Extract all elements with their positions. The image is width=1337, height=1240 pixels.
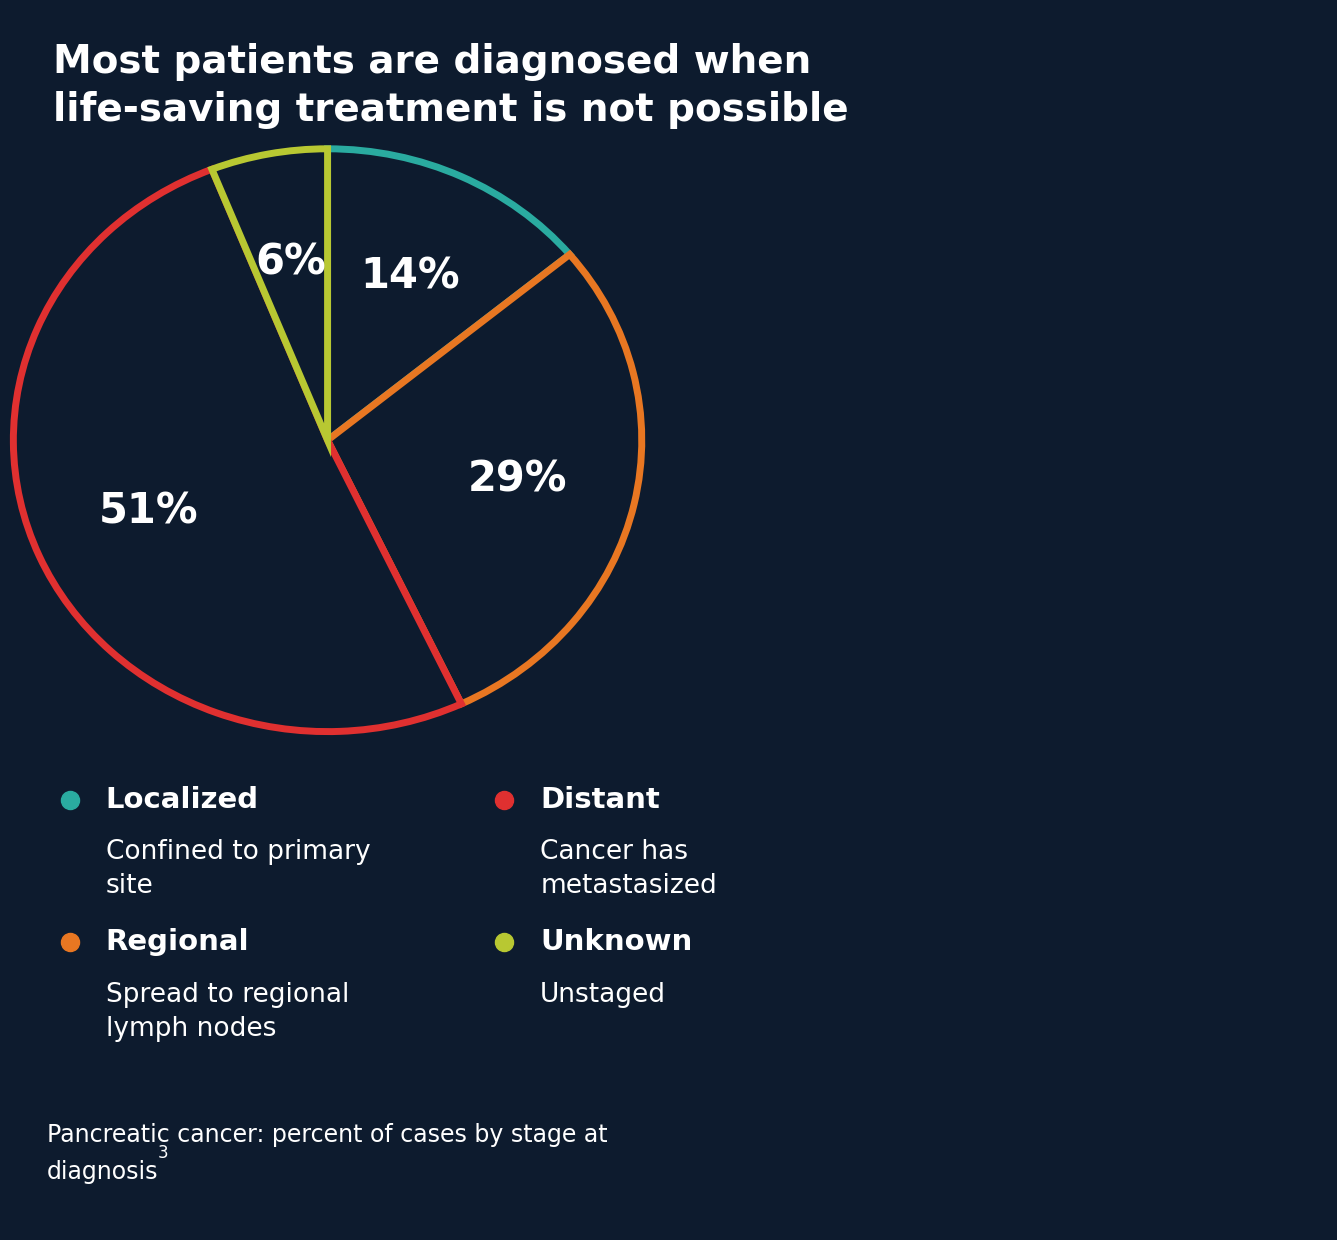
Wedge shape [13, 170, 461, 732]
Text: 51%: 51% [99, 491, 199, 533]
Text: Spread to regional
lymph nodes: Spread to regional lymph nodes [106, 982, 349, 1042]
Text: Unstaged: Unstaged [540, 982, 666, 1008]
Text: diagnosis: diagnosis [47, 1161, 158, 1184]
Text: Most patients are diagnosed when: Most patients are diagnosed when [53, 43, 812, 82]
Text: 14%: 14% [361, 255, 460, 298]
Wedge shape [328, 254, 642, 704]
Text: Distant: Distant [540, 786, 660, 813]
Text: 3: 3 [158, 1143, 168, 1162]
Wedge shape [328, 149, 570, 440]
Text: life-saving treatment is not possible: life-saving treatment is not possible [53, 91, 849, 129]
Text: Localized: Localized [106, 786, 259, 813]
Wedge shape [211, 149, 328, 440]
Text: 29%: 29% [468, 459, 567, 501]
Text: Regional: Regional [106, 929, 249, 956]
Text: Pancreatic cancer: percent of cases by stage at: Pancreatic cancer: percent of cases by s… [47, 1123, 607, 1147]
Text: Unknown: Unknown [540, 929, 693, 956]
Text: Confined to primary
site: Confined to primary site [106, 839, 370, 899]
Text: Cancer has
metastasized: Cancer has metastasized [540, 839, 717, 899]
Text: 6%: 6% [255, 242, 326, 284]
